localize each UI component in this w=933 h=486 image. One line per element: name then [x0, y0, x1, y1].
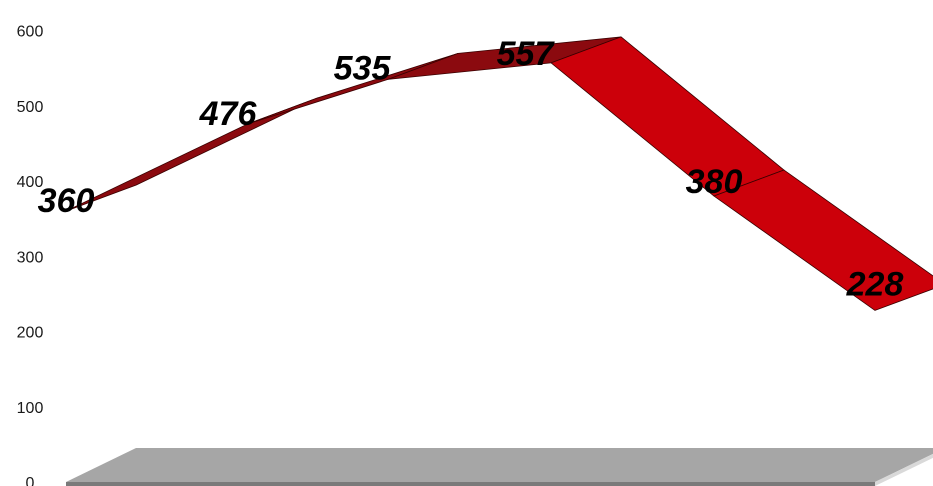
data-label: 228	[846, 265, 904, 303]
ribbon-segment	[550, 36, 785, 197]
floor-top	[66, 448, 933, 482]
data-label: 380	[686, 163, 743, 201]
data-label: 535	[334, 49, 392, 87]
ribbon-segment	[65, 97, 319, 212]
floor-front	[66, 482, 875, 486]
y-tick-label: 100	[17, 400, 44, 417]
data-label: 360	[38, 182, 95, 220]
y-tick-label: 600	[17, 24, 44, 41]
data-label: 476	[199, 95, 258, 133]
y-tick-label: 300	[17, 249, 44, 266]
y-axis: 0 100 200 300 400 500 600	[17, 24, 44, 486]
floor-side	[875, 453, 933, 486]
data-ribbon	[65, 36, 933, 311]
y-tick-label: 500	[17, 99, 44, 116]
y-tick-label: 0	[26, 475, 35, 486]
ribbon-segment	[713, 169, 933, 311]
y-tick-label: 400	[17, 174, 44, 191]
y-tick-label: 200	[17, 325, 44, 342]
data-labels: 360 476 535 557 380 228	[38, 35, 904, 304]
chart-floor	[66, 448, 933, 486]
data-label: 557	[497, 35, 556, 73]
